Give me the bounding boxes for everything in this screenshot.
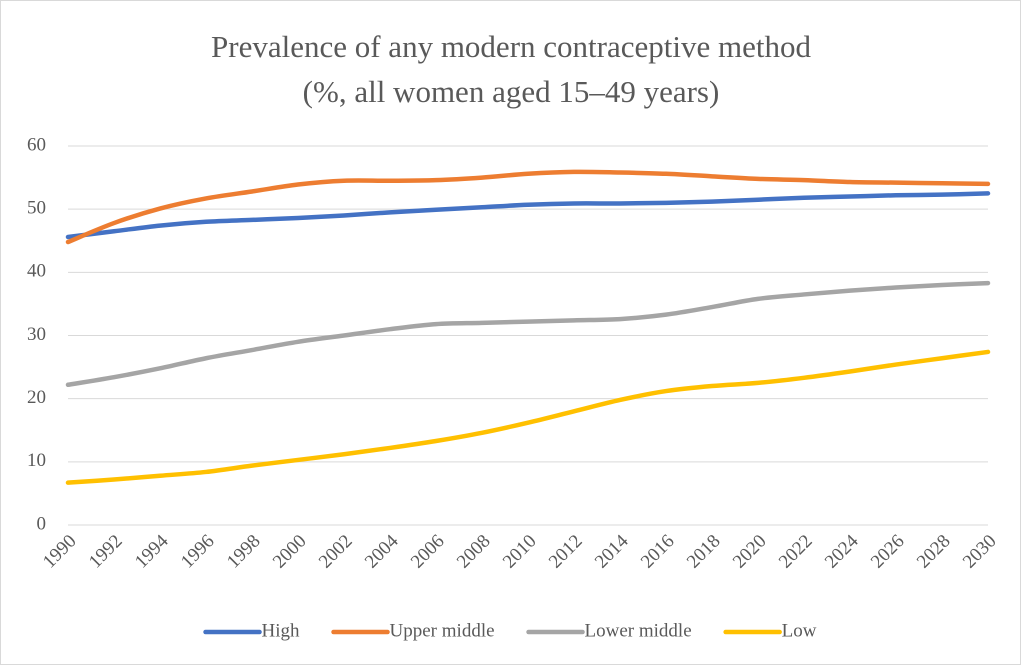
line-series: [65, 349, 991, 485]
line-series: [65, 280, 991, 388]
legend: High Upper middle Lower middle Low: [203, 620, 817, 641]
legend-label: Low: [782, 620, 817, 641]
legend-item: Upper middle: [331, 620, 495, 641]
y-tick-label: 10: [27, 450, 46, 471]
y-tick-label: 0: [37, 513, 47, 534]
y-tick-label: 40: [27, 261, 46, 282]
legend-label: High: [262, 620, 301, 641]
legend-item: High: [203, 620, 301, 641]
legend-item: Low: [723, 620, 817, 641]
legend-label: Lower middle: [585, 620, 692, 641]
y-tick-label: 50: [27, 198, 46, 219]
line-series: [65, 169, 991, 245]
chart-title: Prevalence of any modern contraceptive m…: [211, 29, 811, 64]
chart-title: (%, all women aged 15–49 years): [303, 74, 720, 109]
line-series: [65, 191, 991, 240]
legend-item: Lower middle: [526, 620, 692, 641]
legend-label: Upper middle: [390, 620, 495, 641]
y-tick-label: 60: [27, 134, 46, 155]
y-tick-label: 20: [27, 387, 46, 408]
y-tick-label: 30: [27, 324, 46, 345]
